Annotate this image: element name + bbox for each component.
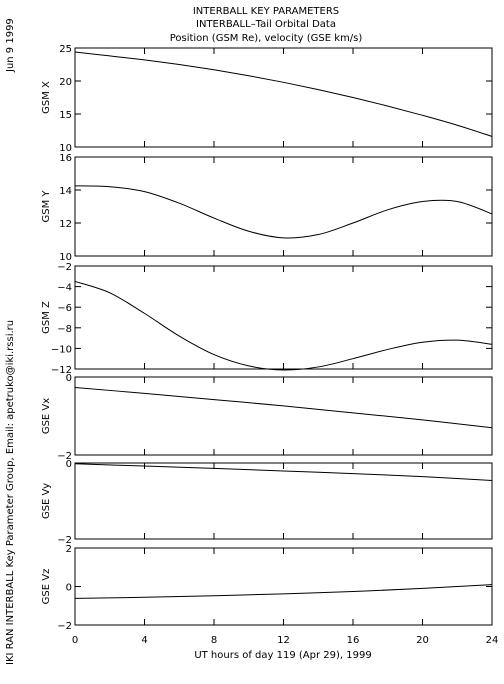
y-tick-label: −6 bbox=[57, 303, 72, 314]
y-tick-label: 16 bbox=[59, 153, 72, 164]
y-tick-label: 20 bbox=[59, 77, 72, 88]
y-tick-label: −2 bbox=[57, 451, 72, 462]
panel-1: 10 15 20 25 GSM X bbox=[41, 44, 493, 154]
series-line bbox=[74, 51, 493, 137]
y-tick-label: 12 bbox=[59, 219, 72, 230]
panel-frame bbox=[74, 376, 493, 456]
y-tick-label: 10 bbox=[59, 252, 72, 263]
x-tick-label: 12 bbox=[277, 635, 290, 646]
y-tick-label: −2 bbox=[57, 262, 72, 273]
panel-4: −2 0 GSE Vx bbox=[41, 373, 493, 462]
panel-2: 10 12 14 16 GSM Y bbox=[41, 153, 493, 263]
x-axis-label: UT hours of day 119 (Apr 29), 1999 bbox=[194, 650, 371, 661]
y-tick-label: −10 bbox=[51, 344, 72, 355]
y-axis-label: GSE Vy bbox=[41, 483, 52, 519]
side-date-label: Jun 9 1999 bbox=[5, 18, 16, 73]
y-axis-label: GSE Vx bbox=[41, 398, 52, 434]
series-line bbox=[74, 280, 493, 371]
figure-description: Position (GSM Re), velocity (GSE km/s) bbox=[170, 33, 363, 44]
y-axis-label: GSE Vz bbox=[41, 569, 52, 605]
panel-frame bbox=[74, 156, 493, 257]
x-tick-label: 4 bbox=[141, 635, 147, 646]
y-tick-label: −2 bbox=[57, 621, 72, 632]
y-axis-label: GSM Z bbox=[41, 301, 52, 334]
y-axis-label: GSM X bbox=[41, 81, 52, 114]
panel-frame bbox=[74, 462, 493, 540]
x-tick-label: 20 bbox=[416, 635, 429, 646]
y-tick-label: −2 bbox=[57, 535, 72, 546]
y-axis-label: GSM Y bbox=[41, 190, 52, 223]
panel-frame bbox=[74, 547, 493, 626]
series-line bbox=[74, 387, 493, 429]
y-tick-label: 2 bbox=[66, 544, 72, 555]
series-line bbox=[74, 185, 493, 239]
y-tick-label: 0 bbox=[66, 373, 72, 384]
y-tick-label: −8 bbox=[57, 324, 72, 335]
panel-frame bbox=[74, 47, 493, 148]
x-tick-label: 8 bbox=[211, 635, 217, 646]
panel-3: −12 −10 −8 −6 −4 −2 GSM Z bbox=[41, 262, 493, 376]
panel-6: −2 0 2 GSE Vz bbox=[41, 544, 493, 632]
y-tick-label: 0 bbox=[66, 459, 72, 470]
series-line bbox=[74, 463, 493, 481]
y-tick-label: 10 bbox=[59, 143, 72, 154]
x-tick-label: 16 bbox=[347, 635, 360, 646]
figure-title: INTERBALL KEY PARAMETERS bbox=[193, 6, 339, 17]
panel-5: −2 0 GSE Vy bbox=[41, 459, 493, 546]
y-tick-label: 0 bbox=[66, 583, 72, 594]
y-tick-label: 15 bbox=[59, 110, 72, 121]
x-tick-label: 0 bbox=[72, 635, 78, 646]
side-credit-label: IKI RAN INTERBALL Key Parameter Group, E… bbox=[5, 320, 16, 665]
series-line bbox=[74, 584, 493, 599]
y-tick-label: 25 bbox=[59, 44, 72, 55]
x-axis: 0 4 8 12 16 20 24 bbox=[72, 635, 499, 646]
panel-frame bbox=[74, 265, 493, 370]
x-tick-label: 24 bbox=[486, 635, 499, 646]
y-tick-label: −4 bbox=[57, 283, 72, 294]
y-tick-label: 14 bbox=[59, 186, 72, 197]
y-tick-label: −12 bbox=[51, 365, 72, 376]
figure-subtitle: INTERBALL–Tail Orbital Data bbox=[196, 19, 336, 30]
